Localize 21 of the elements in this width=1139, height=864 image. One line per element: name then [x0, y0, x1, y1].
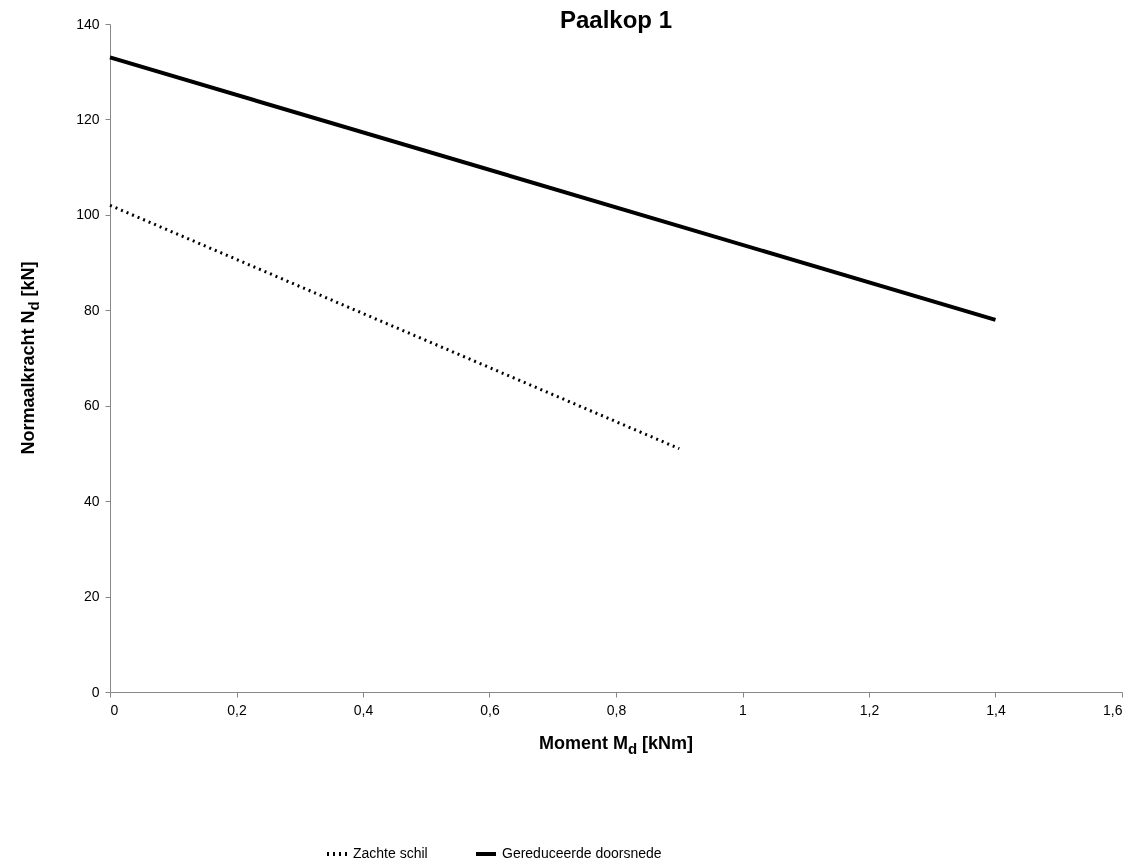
y-tick-label: 140: [76, 15, 100, 32]
x-tick-label: 0,8: [606, 701, 627, 718]
x-tick-label: 0,6: [480, 701, 500, 718]
x-tick-label: 0,2: [227, 701, 247, 718]
y-tick-label: 80: [83, 301, 100, 318]
legend-label: Zachte schil: [353, 845, 428, 861]
y-tick-label: 120: [76, 110, 100, 127]
y-tick-label: 0: [91, 683, 100, 700]
y-tick-label: 100: [76, 206, 100, 223]
x-tick-label: 0,4: [353, 701, 374, 718]
legend-label: Gereduceerde doorsnede: [502, 845, 662, 861]
x-tick-label: 0: [110, 701, 119, 718]
x-tick-label: 1,4: [986, 701, 1006, 718]
chart-title: Paalkop 1: [559, 6, 673, 34]
x-axis-title: Moment M$_{d}$ [kNm]: [538, 733, 694, 757]
y-tick-label: 60: [83, 397, 100, 414]
y-tick-label: 20: [83, 588, 100, 605]
x-tick-label: 1: [739, 701, 748, 718]
x-tick-label: 1,6: [1103, 701, 1123, 718]
x-tick-label: 1,2: [859, 701, 880, 718]
y-tick-label: 40: [83, 492, 100, 509]
